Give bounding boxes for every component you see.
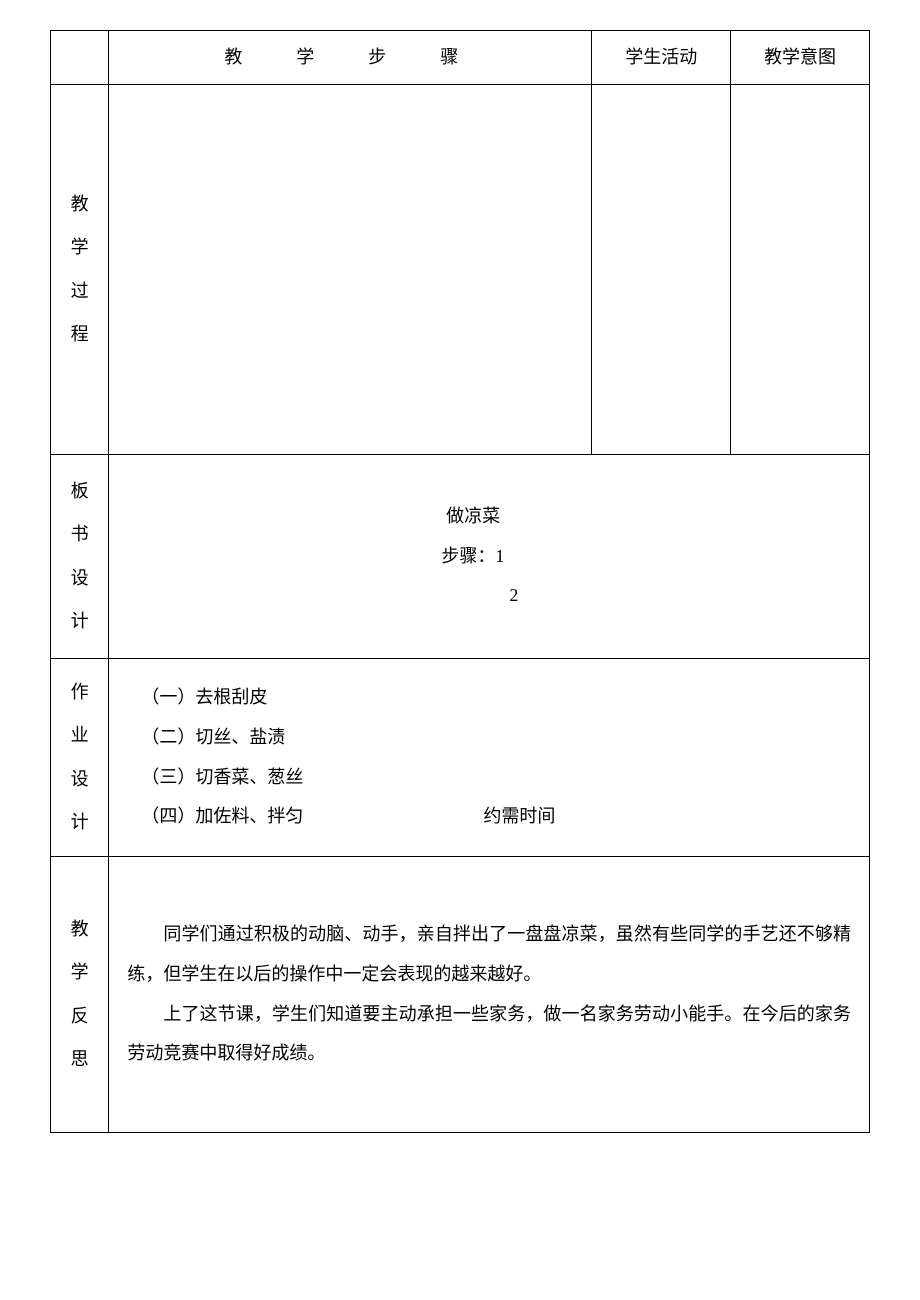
board-title: 做凉菜 <box>131 497 855 537</box>
process-char-1: 教 <box>55 183 104 226</box>
reflection-label: 教 学 反 思 <box>51 857 109 1133</box>
reflect-char-1: 教 <box>55 908 104 951</box>
hw-item-4: （四）加佐料、拌匀 <box>141 797 303 837</box>
process-char-3: 过 <box>55 270 104 313</box>
process-activity-cell <box>592 85 731 455</box>
process-intent-cell <box>731 85 870 455</box>
header-steps: 教 学 步 骤 <box>109 31 592 85</box>
header-activity: 学生活动 <box>592 31 731 85</box>
header-steps-text: 教 学 步 骤 <box>224 47 476 67</box>
board-char-2: 书 <box>55 513 104 556</box>
board-label: 板 书 设 计 <box>51 455 109 659</box>
hw-item-1: （一）去根刮皮 <box>141 678 855 718</box>
reflect-char-3: 反 <box>55 995 104 1038</box>
reflection-content-cell: 同学们通过积极的动脑、动手，亲自拌出了一盘盘凉菜，虽然有些同学的手艺还不够精练，… <box>109 857 870 1133</box>
board-row: 板 书 设 计 做凉菜 步骤：1 2 <box>51 455 870 659</box>
process-label: 教 学 过 程 <box>51 85 109 455</box>
board-step-2: 2 <box>131 576 855 616</box>
header-row: 教 学 步 骤 学生活动 教学意图 <box>51 31 870 85</box>
hw-item-2: （二）切丝、盐渍 <box>141 718 855 758</box>
header-blank <box>51 31 109 85</box>
reflect-char-2: 学 <box>55 951 104 994</box>
process-row: 教 学 过 程 <box>51 85 870 455</box>
board-content: 做凉菜 步骤：1 2 <box>123 497 855 616</box>
board-char-3: 设 <box>55 557 104 600</box>
homework-row: 作 业 设 计 （一）去根刮皮 （二）切丝、盐渍 （三）切香菜、葱丝 （四）加佐… <box>51 659 870 857</box>
hw-char-3: 设 <box>55 758 104 801</box>
board-char-4: 计 <box>55 600 104 643</box>
homework-label: 作 业 设 计 <box>51 659 109 857</box>
hw-time-label: 约需时间 <box>303 797 855 837</box>
header-intent: 教学意图 <box>731 31 870 85</box>
board-content-cell: 做凉菜 步骤：1 2 <box>109 455 870 659</box>
board-step-1: 步骤：1 <box>131 537 855 577</box>
lesson-plan-table: 教 学 步 骤 学生活动 教学意图 教 学 过 程 板 书 设 计 做凉菜 步骤… <box>50 30 870 1133</box>
hw-item-4-row: （四）加佐料、拌匀 约需时间 <box>141 797 855 837</box>
reflection-row: 教 学 反 思 同学们通过积极的动脑、动手，亲自拌出了一盘盘凉菜，虽然有些同学的… <box>51 857 870 1133</box>
hw-char-4: 计 <box>55 801 104 844</box>
hw-char-1: 作 <box>55 671 104 714</box>
hw-char-2: 业 <box>55 714 104 757</box>
process-char-4: 程 <box>55 313 104 356</box>
reflection-p2: 上了这节课，学生们知道要主动承担一些家务，做一名家务劳动小能手。在今后的家务劳动… <box>127 995 851 1074</box>
board-char-1: 板 <box>55 470 104 513</box>
homework-list: （一）去根刮皮 （二）切丝、盐渍 （三）切香菜、葱丝 （四）加佐料、拌匀 约需时… <box>123 678 855 836</box>
reflection-content: 同学们通过积极的动脑、动手，亲自拌出了一盘盘凉菜，虽然有些同学的手艺还不够精练，… <box>123 907 855 1081</box>
process-steps-cell <box>109 85 592 455</box>
reflect-char-4: 思 <box>55 1038 104 1081</box>
homework-content-cell: （一）去根刮皮 （二）切丝、盐渍 （三）切香菜、葱丝 （四）加佐料、拌匀 约需时… <box>109 659 870 857</box>
process-char-2: 学 <box>55 226 104 269</box>
hw-item-3: （三）切香菜、葱丝 <box>141 758 855 798</box>
reflection-p1: 同学们通过积极的动脑、动手，亲自拌出了一盘盘凉菜，虽然有些同学的手艺还不够精练，… <box>127 915 851 994</box>
